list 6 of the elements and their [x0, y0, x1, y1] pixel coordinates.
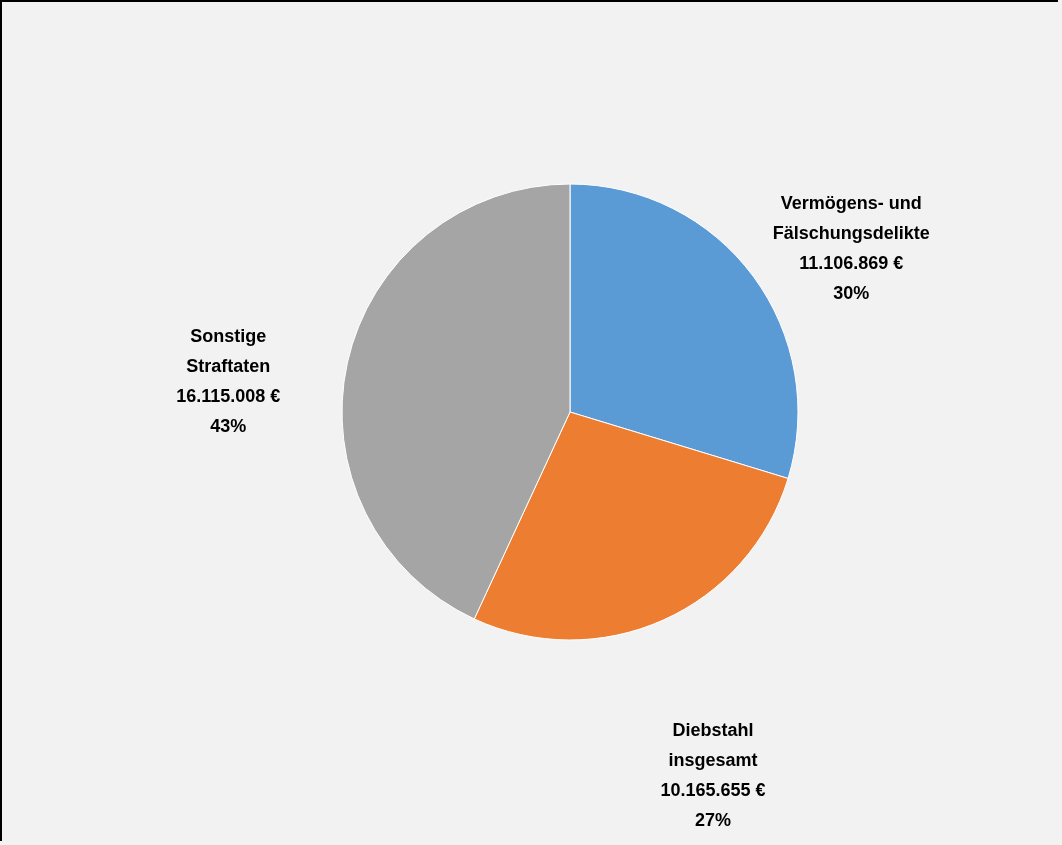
data-label: 16.115.008 € 43% [176, 385, 281, 436]
slice-label: Sonstige Straftaten [186, 325, 271, 376]
slice-label: Vermögens- und Fälschungsdelikte [772, 192, 930, 243]
slice-label: Diebstahl insgesamt [668, 720, 758, 771]
data-label: 11.106.869 € 30% [799, 252, 904, 303]
data-label: 10.165.655 € 27% [660, 780, 766, 831]
